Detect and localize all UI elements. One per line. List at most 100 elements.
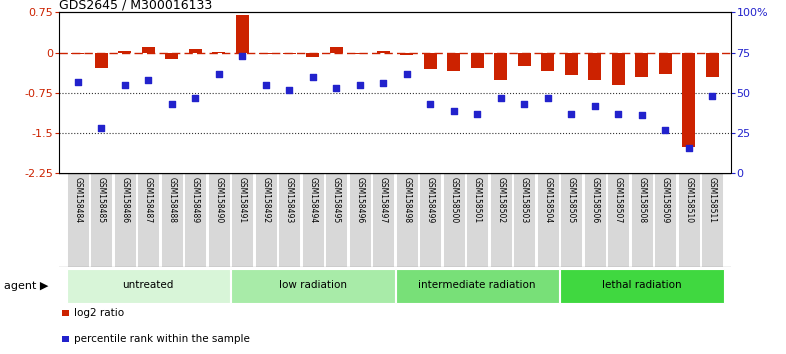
Text: GSM158491: GSM158491	[237, 177, 247, 223]
Text: GSM158493: GSM158493	[285, 177, 294, 223]
Bar	[184, 173, 206, 267]
Point	[283, 87, 296, 92]
Point	[447, 108, 460, 114]
Point	[165, 101, 178, 107]
Point	[494, 95, 507, 101]
Point	[518, 101, 531, 107]
Point	[330, 85, 343, 91]
Bar	[635, 53, 648, 77]
Text: GSM158504: GSM158504	[543, 177, 553, 223]
Point	[142, 77, 155, 83]
Text: GSM158500: GSM158500	[450, 177, 458, 223]
Bar	[278, 173, 300, 267]
Text: GSM158498: GSM158498	[402, 177, 411, 223]
Bar	[373, 173, 394, 267]
Bar	[682, 53, 695, 147]
Text: GSM158499: GSM158499	[426, 177, 435, 223]
Text: GSM158494: GSM158494	[308, 177, 318, 223]
Bar	[161, 173, 182, 267]
Bar	[67, 173, 89, 267]
Bar	[255, 173, 277, 267]
Bar	[537, 173, 559, 267]
Point	[565, 111, 578, 117]
Bar	[141, 47, 155, 53]
Point	[682, 145, 695, 150]
Bar	[396, 173, 417, 267]
Point	[589, 103, 601, 109]
Bar	[349, 173, 371, 267]
Bar	[118, 51, 131, 53]
Bar	[67, 269, 230, 303]
Bar	[231, 173, 253, 267]
Text: GSM158496: GSM158496	[355, 177, 364, 223]
Text: percentile rank within the sample: percentile rank within the sample	[74, 334, 250, 344]
Bar	[588, 53, 601, 80]
Text: GSM158486: GSM158486	[120, 177, 129, 223]
Bar	[400, 53, 413, 55]
Bar	[95, 53, 108, 68]
Text: GSM158508: GSM158508	[637, 177, 646, 223]
Bar	[678, 173, 700, 267]
Text: GSM158507: GSM158507	[614, 177, 623, 223]
Text: GSM158484: GSM158484	[73, 177, 83, 223]
Text: GSM158492: GSM158492	[261, 177, 270, 223]
Point	[72, 79, 84, 85]
Bar	[560, 173, 582, 267]
Text: low radiation: low radiation	[279, 280, 347, 290]
Point	[706, 93, 718, 99]
Bar	[353, 53, 366, 54]
Bar	[706, 53, 718, 77]
Bar	[494, 53, 507, 80]
Point	[307, 74, 319, 80]
Bar	[654, 173, 676, 267]
Bar	[376, 51, 390, 53]
Bar	[490, 173, 512, 267]
Bar	[231, 269, 395, 303]
Bar	[466, 173, 488, 267]
Text: GSM158501: GSM158501	[472, 177, 482, 223]
Bar	[212, 52, 226, 53]
Text: lethal radiation: lethal radiation	[602, 280, 681, 290]
Point	[424, 101, 436, 107]
Point	[659, 127, 671, 133]
Text: GSM158503: GSM158503	[520, 177, 529, 223]
Bar	[307, 53, 319, 57]
Text: untreated: untreated	[123, 280, 174, 290]
Point	[400, 71, 413, 76]
Bar	[138, 173, 160, 267]
Text: log2 ratio: log2 ratio	[74, 308, 124, 318]
Point	[635, 113, 648, 118]
Point	[377, 80, 390, 86]
Bar	[236, 15, 248, 53]
Point	[542, 95, 554, 101]
Bar	[62, 336, 68, 342]
Bar	[165, 53, 178, 59]
Text: GSM158495: GSM158495	[332, 177, 340, 223]
Bar	[424, 53, 437, 69]
Bar	[471, 53, 483, 68]
Text: GSM158487: GSM158487	[144, 177, 152, 223]
Bar	[513, 173, 535, 267]
Point	[612, 111, 625, 117]
Bar	[396, 269, 560, 303]
Bar	[584, 173, 606, 267]
Bar	[62, 310, 68, 316]
Bar	[630, 173, 652, 267]
Bar	[419, 173, 441, 267]
Point	[259, 82, 272, 88]
Text: GSM158509: GSM158509	[661, 177, 670, 223]
Text: GSM158489: GSM158489	[191, 177, 200, 223]
Bar	[114, 173, 136, 267]
Bar	[283, 53, 296, 54]
Point	[471, 111, 483, 117]
Bar	[208, 173, 230, 267]
Bar	[330, 47, 343, 53]
Bar	[608, 173, 629, 267]
Text: GSM158488: GSM158488	[167, 177, 176, 223]
Point	[119, 82, 131, 88]
Bar	[447, 53, 460, 72]
Bar	[560, 269, 724, 303]
Text: GDS2645 / M300016133: GDS2645 / M300016133	[59, 0, 212, 11]
Bar	[659, 53, 672, 74]
Bar	[259, 53, 272, 54]
